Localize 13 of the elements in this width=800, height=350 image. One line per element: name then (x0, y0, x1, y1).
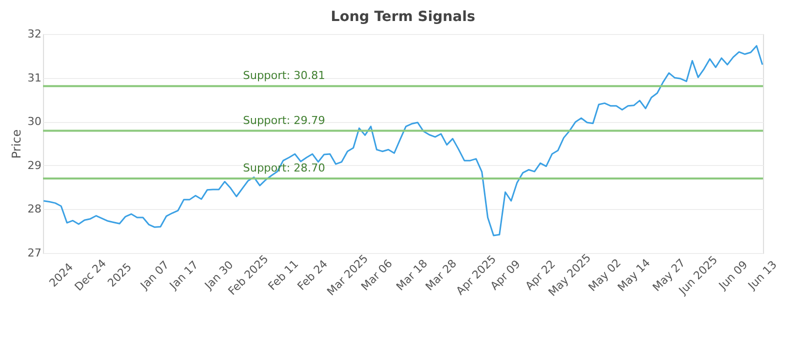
y-tick-label: 32 (28, 28, 42, 40)
y-axis-title: Price (10, 129, 24, 159)
chart-title: Long Term Signals (330, 9, 476, 25)
y-tick-label: 28 (28, 202, 42, 216)
y-tick-label: 30 (28, 115, 42, 128)
ref-line-label: Support: 29.79 (243, 114, 326, 127)
line-series (42, 45, 764, 236)
x-tick-label: Dec 24 (72, 256, 109, 294)
ref-line-label: Support: 30.81 (243, 69, 326, 82)
y-tick-label: 27 (28, 246, 42, 260)
y-tick-label: 29 (28, 158, 42, 172)
x-tick-label: Jan 17 (166, 258, 201, 293)
y-tick-label: 31 (28, 71, 42, 84)
